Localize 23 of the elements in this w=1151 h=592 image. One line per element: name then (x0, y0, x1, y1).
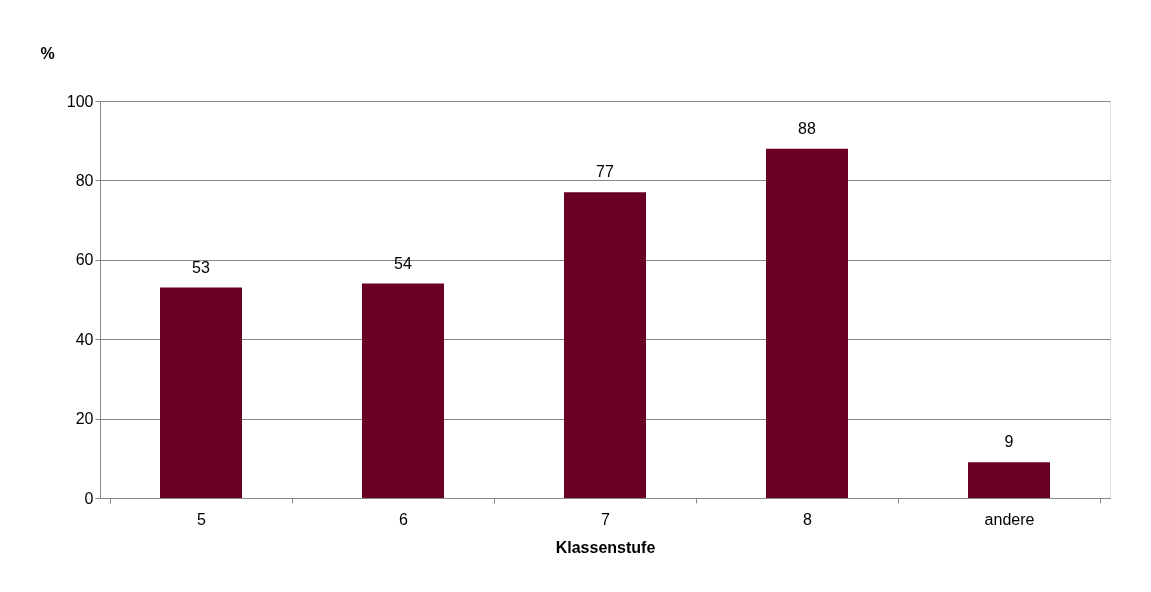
data-label: 88 (798, 119, 816, 137)
y-tick-label: 100 (66, 92, 94, 110)
y-tick-label: 20 (75, 410, 94, 428)
bar (160, 287, 242, 498)
y-axis-title: % (40, 44, 55, 62)
y-tick-label: 80 (75, 171, 94, 189)
x-tick-label: 7 (601, 510, 611, 528)
x-tick-label: 8 (803, 510, 813, 528)
x-tick-label: andere (984, 510, 1035, 528)
y-tick-label: 0 (84, 489, 94, 507)
data-label: 54 (394, 254, 412, 272)
bar (362, 283, 444, 498)
data-label: 53 (192, 258, 210, 276)
data-label: 9 (1004, 433, 1014, 451)
x-tick-label: 6 (399, 510, 409, 528)
bar (564, 192, 646, 498)
bar (766, 148, 848, 498)
x-axis-title: Klassenstufe (555, 538, 656, 556)
y-tick-label: 40 (75, 330, 94, 348)
data-label: 77 (596, 163, 614, 181)
bar (968, 462, 1050, 498)
y-tick-label: 60 (75, 251, 94, 269)
x-tick-label: 5 (197, 510, 207, 528)
